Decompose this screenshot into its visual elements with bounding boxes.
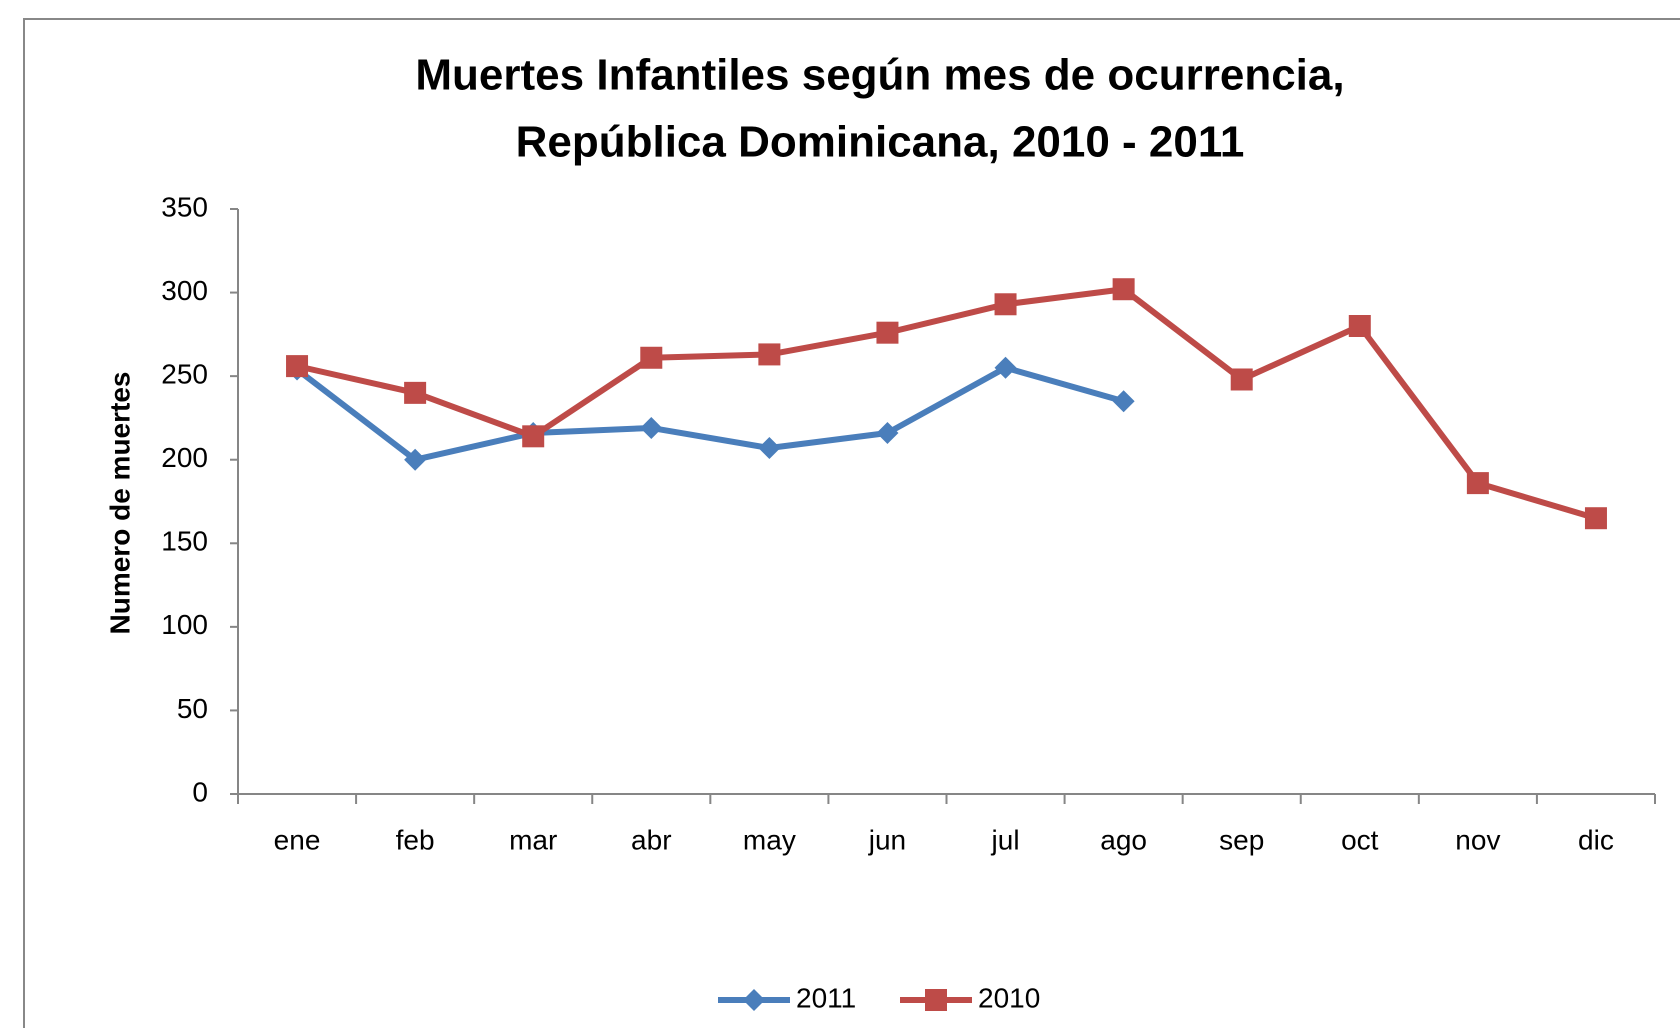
data-point xyxy=(1466,472,1489,495)
x-tick-label: feb xyxy=(396,824,435,855)
x-tick-label: ago xyxy=(1100,824,1147,855)
legend-marker xyxy=(743,989,765,1011)
data-point xyxy=(876,421,899,444)
x-tick-label: nov xyxy=(1455,824,1500,855)
y-tick-label: 200 xyxy=(161,442,208,473)
data-point xyxy=(1230,368,1253,391)
y-tick-label: 350 xyxy=(161,191,208,222)
y-tick-label: 150 xyxy=(161,526,208,557)
data-point xyxy=(286,355,309,378)
data-point xyxy=(1584,507,1607,530)
data-point xyxy=(1112,390,1135,413)
x-tick-label: jun xyxy=(868,824,906,855)
y-tick-label: 250 xyxy=(161,359,208,390)
y-tick-label: 100 xyxy=(161,609,208,640)
y-tick-label: 300 xyxy=(161,275,208,306)
series-line xyxy=(296,286,1597,522)
x-tick-label: jul xyxy=(991,824,1020,855)
x-tick-label: mar xyxy=(509,824,557,855)
chart-title: República Dominicana, 2010 - 2011 xyxy=(516,118,1245,167)
data-point xyxy=(876,321,899,344)
x-tick-label: may xyxy=(743,824,796,855)
x-tick-label: oct xyxy=(1341,824,1379,855)
x-tick-label: dic xyxy=(1578,824,1614,855)
data-point xyxy=(994,356,1017,379)
y-tick-label: 50 xyxy=(177,693,208,724)
data-point xyxy=(1348,315,1371,337)
series-line xyxy=(295,364,1125,463)
x-tick-label: ene xyxy=(274,824,321,855)
data-point xyxy=(640,416,663,439)
data-point xyxy=(758,343,781,366)
x-tick-label: abr xyxy=(631,824,671,855)
data-point xyxy=(1112,278,1135,301)
legend-marker xyxy=(925,989,947,1011)
data-point xyxy=(404,381,427,404)
data-point xyxy=(994,293,1017,316)
data-point xyxy=(522,425,545,448)
data-point xyxy=(758,437,781,460)
legend-label: 2010 xyxy=(978,982,1040,1013)
data-point xyxy=(640,346,663,369)
y-axis-label: Numero de muertes xyxy=(104,372,135,635)
legend-label: 2011 xyxy=(796,982,856,1013)
chart-title: Muertes Infantiles según mes de ocurrenc… xyxy=(415,51,1344,100)
y-tick-label: 0 xyxy=(192,776,208,807)
chart-frame xyxy=(23,18,1680,1028)
x-tick-label: sep xyxy=(1219,824,1264,855)
data-point xyxy=(404,448,427,471)
